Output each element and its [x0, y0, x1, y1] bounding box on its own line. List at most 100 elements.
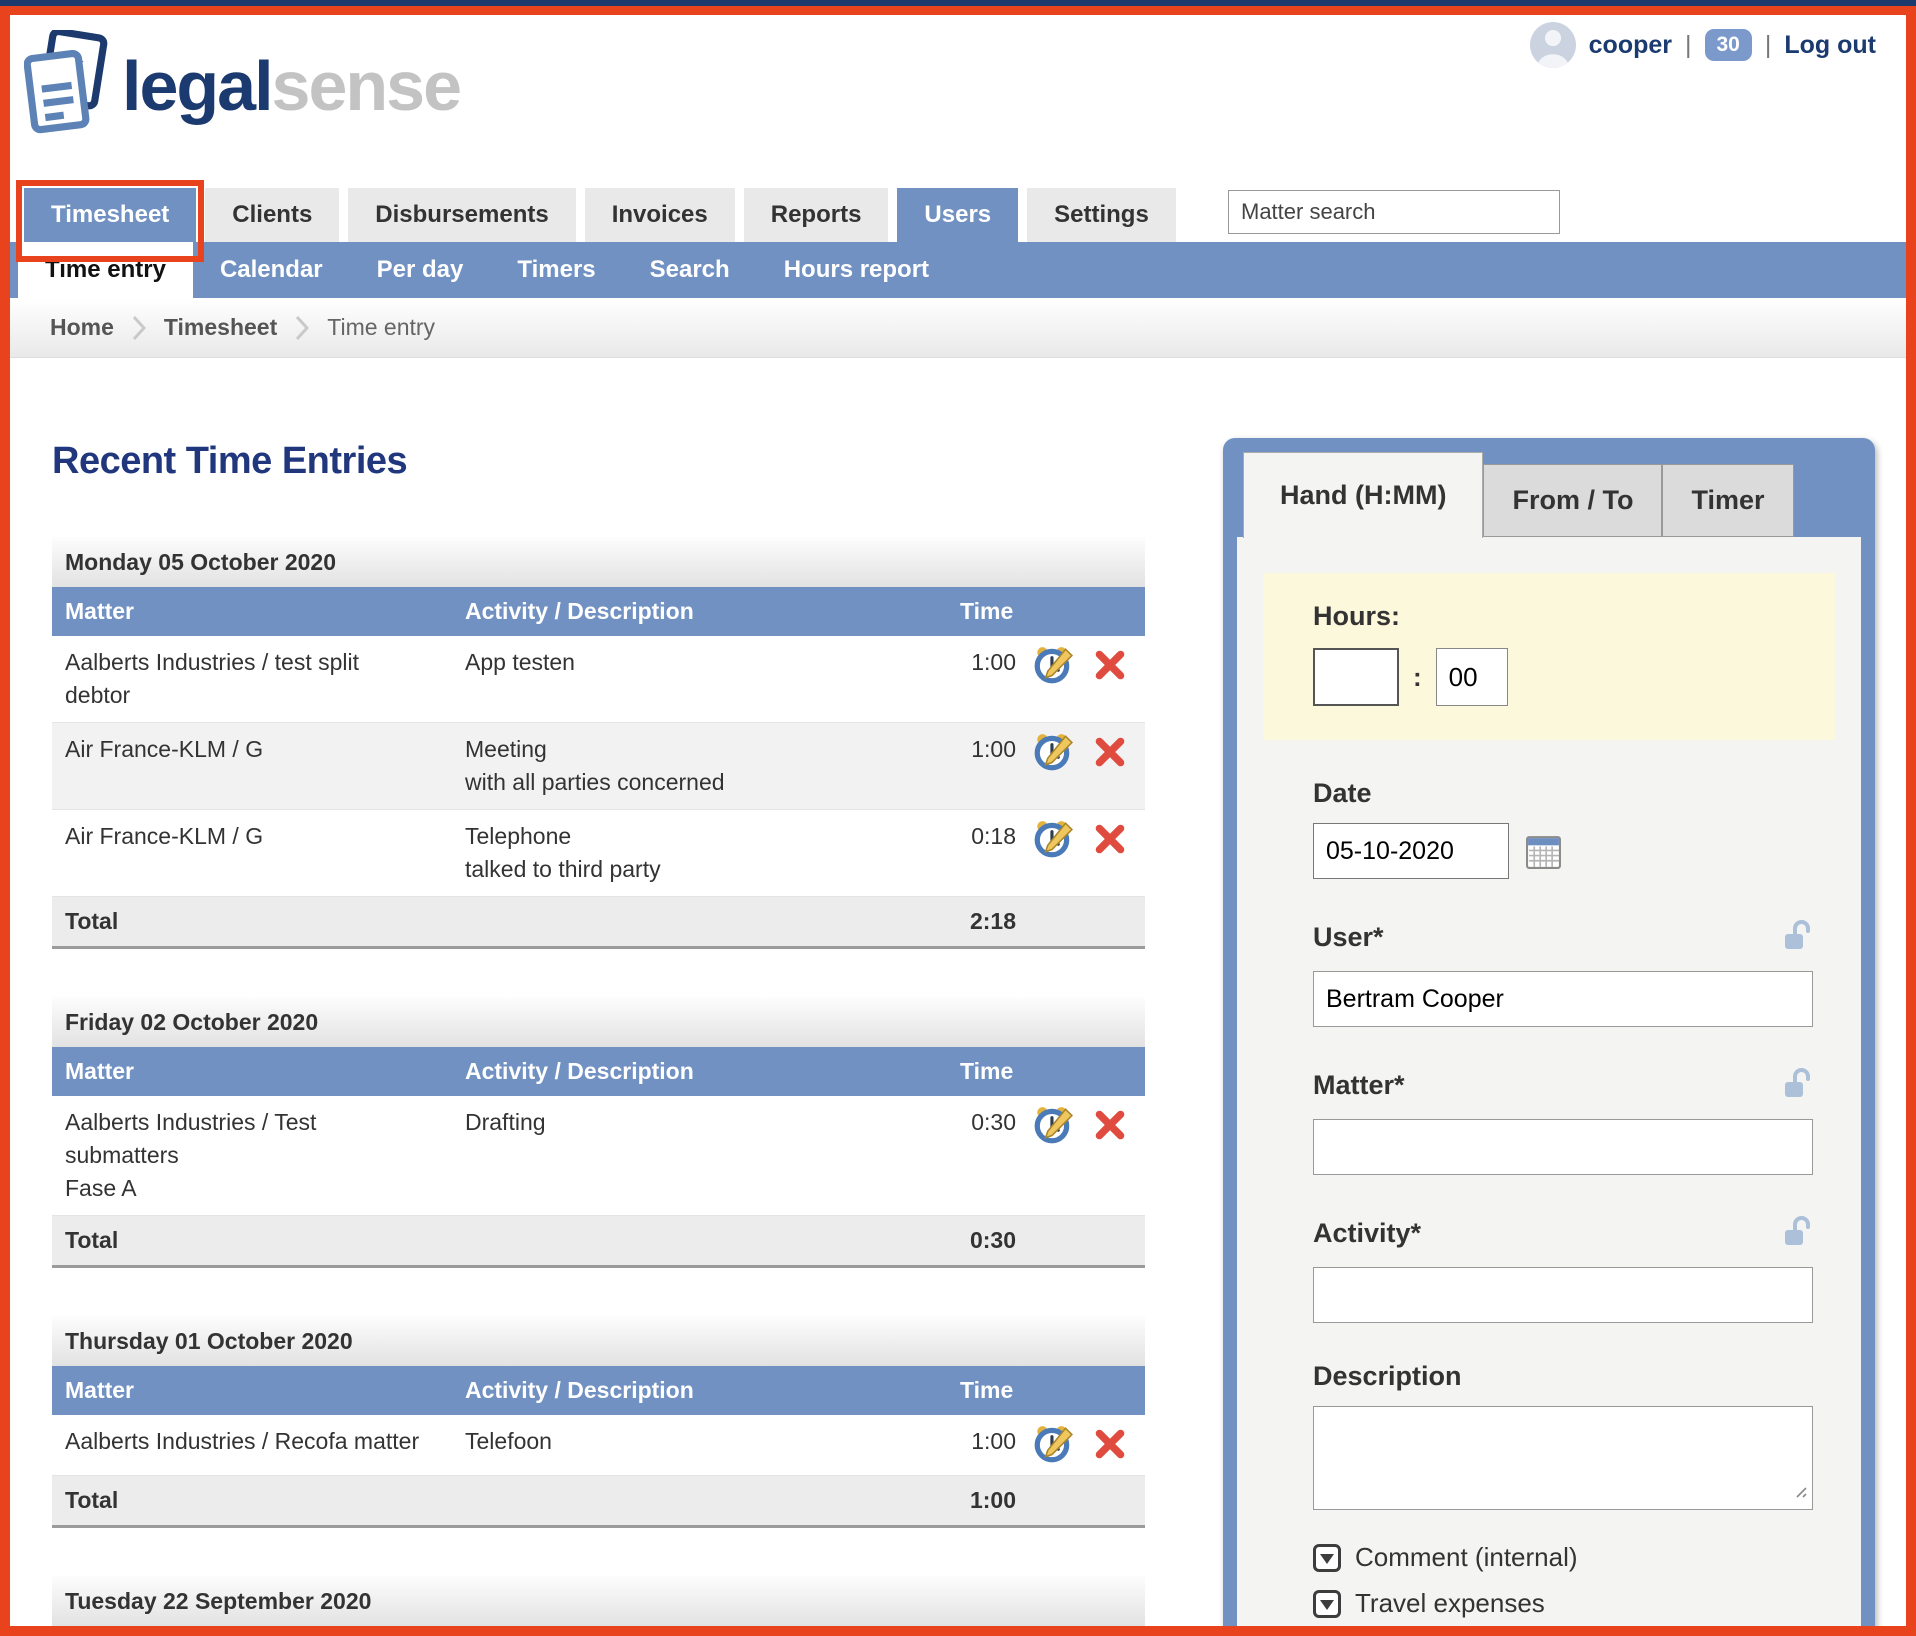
matter-label: Matter* [1313, 1069, 1405, 1100]
logout-link[interactable]: Log out [1784, 30, 1876, 59]
activity-cell: Telefoon [465, 1428, 552, 1454]
logo-document-icon [23, 27, 112, 141]
column-header-matter: Matter [65, 1058, 135, 1084]
delete-entry-icon[interactable] [1089, 1423, 1131, 1465]
subnav-item-search[interactable]: Search [649, 256, 730, 283]
expand-toggle-icon[interactable] [1313, 1589, 1341, 1618]
notification-badge[interactable]: 30 [1704, 29, 1752, 61]
matter-field: Matter* [1313, 1065, 1813, 1175]
toggle-label: Comment (internal) [1355, 1542, 1578, 1572]
total-label: Total [65, 1487, 119, 1513]
total-label: Total [65, 908, 119, 934]
user-lock-open-icon[interactable] [1782, 917, 1813, 957]
username-link[interactable]: cooper [1588, 30, 1672, 59]
recent-time-entries-section: Recent Time Entries Monday 05 October 20… [52, 358, 1145, 1626]
edit-timer-icon[interactable] [1032, 818, 1074, 860]
activity-cell: App testen [465, 649, 575, 675]
breadcrumb: Home Timesheet Time entry [10, 298, 1906, 358]
date-label: Date [1313, 778, 1372, 808]
matter-cell: Air France-KLM / G [65, 823, 264, 849]
page-title: Recent Time Entries [52, 440, 408, 482]
hours-input[interactable] [1313, 648, 1399, 706]
entry-form: Hours: : Date [1237, 537, 1861, 1626]
nav-tab-settings[interactable]: Settings [1027, 188, 1176, 242]
nav-tab-users[interactable]: Users [897, 188, 1019, 242]
day-header: Thursday 01 October 2020 [52, 1316, 1145, 1366]
table-header-row: Matter Activity / Description Time [52, 1047, 1145, 1096]
breadcrumb-item-home[interactable]: Home [50, 314, 114, 340]
delete-entry-icon[interactable] [1089, 731, 1131, 773]
nav-tab-clients[interactable]: Clients [205, 188, 340, 242]
edit-timer-icon[interactable] [1032, 731, 1074, 773]
date-input[interactable] [1313, 823, 1509, 879]
nav-tab-disbursements[interactable]: Disbursements [348, 188, 576, 242]
day-header: Monday 05 October 2020 [52, 537, 1145, 587]
expand-toggle-icon[interactable] [1313, 1543, 1341, 1572]
hours-section: Hours: : [1263, 573, 1835, 740]
matter-lock-open-icon[interactable] [1782, 1065, 1813, 1105]
main-nav: Timesheet Clients Disbursements Invoices Rep… [10, 180, 1906, 262]
total-label: Total [65, 1227, 119, 1253]
calendar-icon[interactable] [1525, 833, 1562, 870]
activity-input[interactable] [1313, 1267, 1813, 1323]
column-header-time: Time [960, 598, 1014, 624]
edit-timer-icon[interactable] [1032, 644, 1074, 686]
time-cell: 1:00 [960, 646, 1145, 712]
activity-lock-open-icon[interactable] [1782, 1213, 1813, 1253]
subnav-item-per-day[interactable]: Per day [376, 256, 464, 283]
delete-entry-icon[interactable] [1089, 818, 1131, 860]
separator: | [1685, 30, 1692, 59]
matter-search-input[interactable] [1228, 190, 1560, 234]
hours-label: Hours: [1313, 601, 1400, 631]
time-cell: 0:18 [960, 820, 1145, 886]
subnav-item-calendar[interactable]: Calendar [219, 256, 323, 283]
page: legalsense cooper | 30 | Log out Timeshe… [10, 6, 1906, 1626]
breadcrumb-item-time-entry: Time entry [327, 314, 436, 340]
time-value: 0:18 [971, 823, 1016, 849]
nav-tab-timesheet[interactable]: Timesheet [16, 180, 205, 262]
avatar [1529, 22, 1576, 68]
description-textarea[interactable] [1313, 1406, 1813, 1510]
toggle-comment-internal[interactable]: Comment (internal) [1313, 1542, 1835, 1573]
user-label: User* [1313, 921, 1384, 952]
description-line: with all parties concerned [465, 769, 725, 795]
breadcrumb-item-timesheet[interactable]: Timesheet [163, 314, 278, 340]
total-row: Total 0:30 [52, 1216, 1145, 1268]
time-value: 1:00 [971, 736, 1016, 762]
header: legalsense cooper | 30 | Log out [10, 6, 1906, 184]
delete-entry-icon[interactable] [1089, 1104, 1131, 1146]
delete-entry-icon[interactable] [1089, 644, 1131, 686]
minutes-input[interactable] [1435, 648, 1508, 706]
subnav-item-time-entry[interactable]: Time entry [18, 242, 193, 298]
matter-input[interactable] [1313, 1119, 1813, 1175]
edit-timer-icon[interactable] [1032, 1104, 1074, 1146]
matter-cell: Aalberts Industries / Recofa matter [65, 1428, 420, 1454]
edit-timer-icon[interactable] [1032, 1423, 1074, 1465]
entry-tab-hand-h-mm[interactable]: Hand (H:MM) [1243, 452, 1484, 538]
column-header-activity: Activity / Description [465, 1377, 694, 1403]
day-group: Tuesday 22 September 2020 [52, 1576, 1145, 1626]
subnav-item-hours-report[interactable]: Hours report [783, 256, 930, 283]
column-header-time: Time [960, 1058, 1014, 1084]
user-input[interactable] [1313, 971, 1813, 1027]
day-header: Friday 02 October 2020 [52, 997, 1145, 1047]
column-header-matter: Matter [65, 598, 135, 624]
entry-tab-timer[interactable]: Timer [1662, 464, 1794, 537]
column-header-time: Time [960, 1377, 1014, 1403]
content: Recent Time Entries Monday 05 October 20… [10, 358, 1906, 1626]
activity-field: Activity* [1313, 1213, 1813, 1323]
subnav-item-timers[interactable]: Timers [517, 256, 596, 283]
column-header-activity: Activity / Description [465, 1058, 694, 1084]
window-top-strip [0, 0, 1916, 6]
toggle-travel-expenses[interactable]: Travel expenses [1313, 1588, 1835, 1619]
entry-tab-from-to[interactable]: From / To [1483, 464, 1663, 537]
nav-tab-reports[interactable]: Reports [743, 188, 889, 242]
table-row: Air France-KLM / G Telephone talked to thi… [52, 810, 1145, 897]
breadcrumb-chevron-icon [295, 313, 310, 343]
nav-tab-invoices[interactable]: Invoices [584, 188, 735, 242]
time-cell: 0:30 [960, 1106, 1145, 1205]
total-row: Total 1:00 [52, 1476, 1145, 1528]
legalsense-logo[interactable]: legalsense [23, 27, 462, 141]
